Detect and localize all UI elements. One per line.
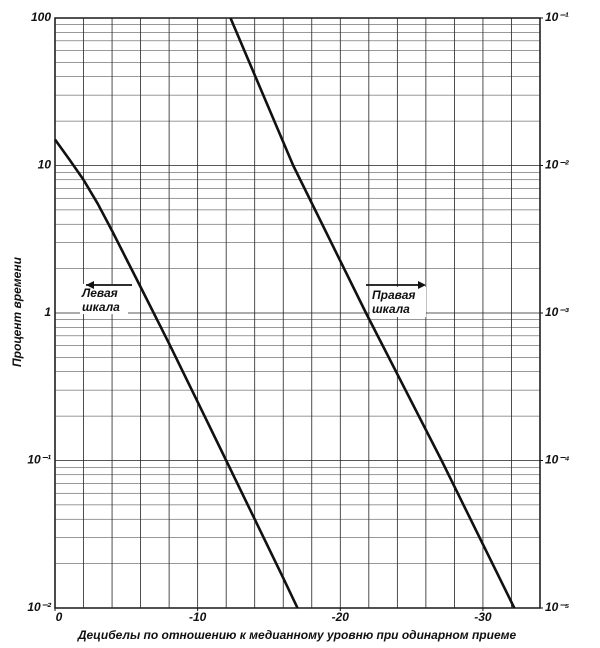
annotation-bg bbox=[370, 287, 426, 317]
y-tick-label: 100 bbox=[31, 10, 51, 24]
y2-tick-label: 10⁻⁵ bbox=[545, 600, 570, 614]
y-tick-label: 10⁻¹ bbox=[27, 453, 51, 467]
line bbox=[229, 17, 516, 609]
line bbox=[53, 138, 299, 609]
y-tick-label: 10⁻² bbox=[27, 600, 52, 614]
y2-tick-label: 10⁻² bbox=[545, 158, 570, 172]
y2-tick-label: 10⁻¹ bbox=[545, 10, 569, 24]
y2-tick-label: 10⁻³ bbox=[545, 305, 570, 319]
annotation: Правая bbox=[372, 288, 415, 302]
y2-tick-label: 10⁻⁴ bbox=[545, 453, 570, 467]
y-tick-label: 1 bbox=[44, 305, 51, 319]
annotation-bg bbox=[80, 284, 128, 314]
annotation-arrow-head bbox=[418, 281, 426, 289]
annotation: шкала bbox=[372, 302, 410, 316]
x-axis-label: Децибелы по отношению к медианному уровн… bbox=[77, 628, 517, 642]
annotation-arrow-head bbox=[86, 281, 94, 289]
annotation: шкала bbox=[82, 300, 120, 314]
x-tick-label: 0 bbox=[56, 610, 63, 624]
y-tick-label: 10 bbox=[38, 158, 52, 172]
x-tick-label: -20 bbox=[332, 610, 350, 624]
annotation: Левая bbox=[81, 286, 118, 300]
y-axis-label: Процент времени bbox=[10, 256, 24, 367]
x-tick-label: -30 bbox=[474, 610, 492, 624]
x-tick-label: -10 bbox=[189, 610, 207, 624]
